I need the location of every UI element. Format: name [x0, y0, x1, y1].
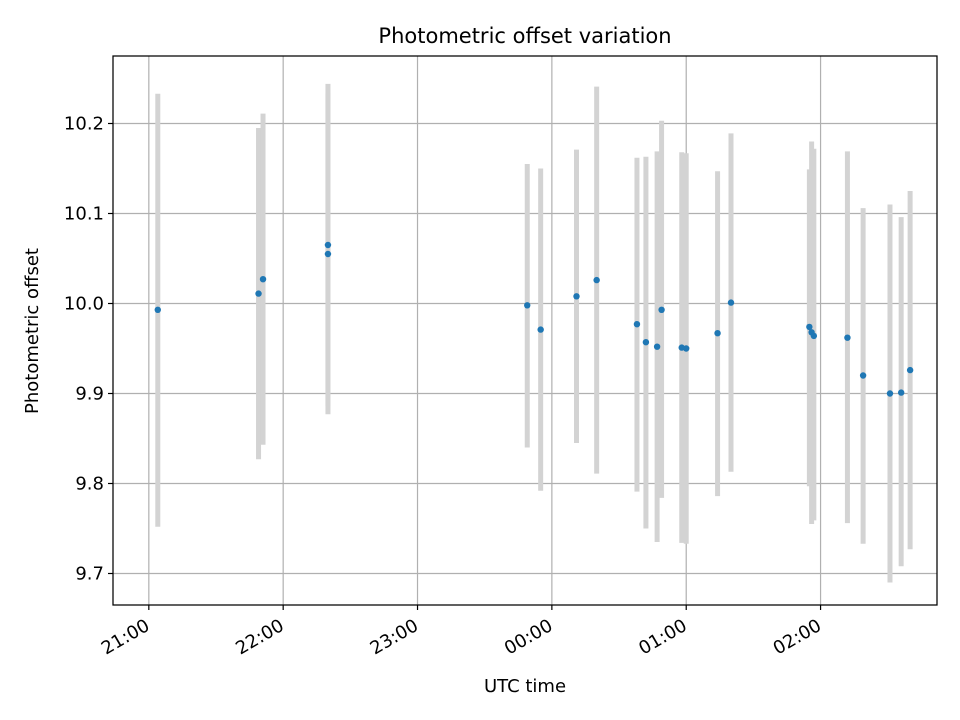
data-point — [324, 250, 332, 258]
data-point — [324, 241, 332, 249]
data-point — [259, 276, 267, 283]
y-tick-label: 10.1 — [64, 204, 104, 225]
y-axis: 9.7 9.8 9.9 10.0 10.1 10.2 — [64, 114, 113, 585]
y-tick-label: 9.9 — [75, 384, 104, 405]
y-axis-label: Photometric offset — [22, 248, 43, 414]
chart-title: Photometric offset variation — [378, 24, 671, 48]
data-point — [658, 306, 665, 313]
data-point — [524, 302, 531, 309]
data-point — [727, 299, 735, 306]
data-point — [154, 306, 161, 313]
y-tick-label: 10.2 — [64, 114, 104, 135]
data-point — [714, 330, 721, 337]
data-point — [653, 343, 661, 350]
data-point — [886, 390, 894, 397]
data-point — [844, 334, 851, 341]
x-axis-label: UTC time — [484, 676, 566, 697]
data-point — [859, 372, 867, 379]
data-point — [255, 290, 262, 297]
data-points — [154, 241, 914, 397]
y-tick-label: 9.8 — [75, 474, 104, 495]
data-point — [683, 345, 690, 352]
data-point — [573, 293, 580, 300]
data-point — [633, 321, 641, 328]
data-point — [810, 332, 818, 340]
data-point — [806, 323, 813, 331]
data-point — [642, 339, 650, 346]
y-tick-label: 10.0 — [64, 294, 104, 315]
plot-frame — [112, 55, 938, 606]
y-tick-label: 9.7 — [75, 564, 104, 585]
data-point — [537, 326, 544, 333]
data-point — [897, 389, 905, 396]
data-point — [906, 366, 914, 374]
data-point — [593, 276, 600, 284]
